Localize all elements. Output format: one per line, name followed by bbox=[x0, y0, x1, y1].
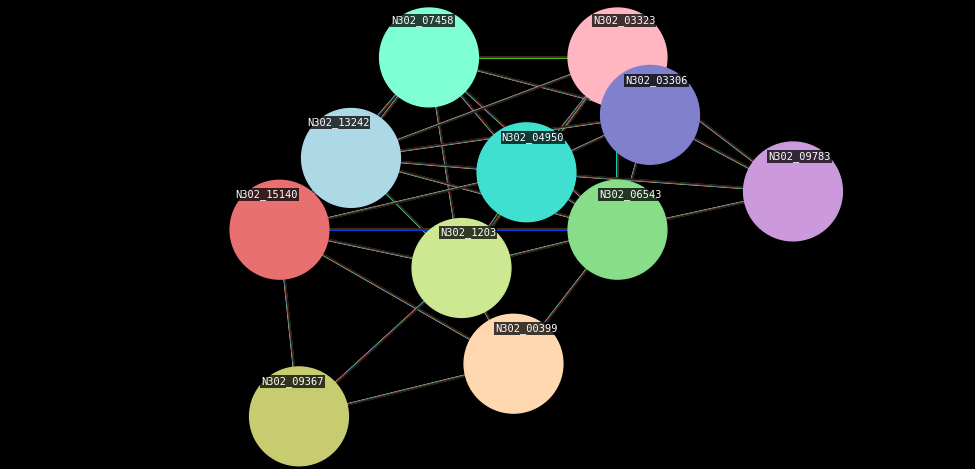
Ellipse shape bbox=[464, 314, 563, 413]
Ellipse shape bbox=[412, 219, 511, 318]
Text: N302_1203: N302_1203 bbox=[440, 227, 496, 238]
Text: N302_03323: N302_03323 bbox=[593, 15, 655, 26]
Text: N302_03306: N302_03306 bbox=[625, 75, 687, 86]
Text: N302_06543: N302_06543 bbox=[600, 189, 662, 200]
Ellipse shape bbox=[250, 367, 348, 466]
Text: N302_09367: N302_09367 bbox=[261, 376, 324, 386]
Ellipse shape bbox=[301, 108, 401, 207]
Text: N302_00399: N302_00399 bbox=[495, 323, 558, 334]
Ellipse shape bbox=[568, 8, 667, 107]
Text: N302_07458: N302_07458 bbox=[391, 15, 453, 26]
Ellipse shape bbox=[477, 123, 576, 222]
Ellipse shape bbox=[230, 180, 329, 279]
Ellipse shape bbox=[744, 142, 842, 241]
Text: N302_13242: N302_13242 bbox=[307, 117, 370, 128]
Ellipse shape bbox=[379, 8, 479, 107]
Ellipse shape bbox=[601, 66, 699, 164]
Text: N302_04950: N302_04950 bbox=[502, 132, 565, 143]
Text: N302_09783: N302_09783 bbox=[768, 151, 831, 162]
Text: N302_15140: N302_15140 bbox=[235, 189, 297, 200]
Ellipse shape bbox=[568, 180, 667, 279]
